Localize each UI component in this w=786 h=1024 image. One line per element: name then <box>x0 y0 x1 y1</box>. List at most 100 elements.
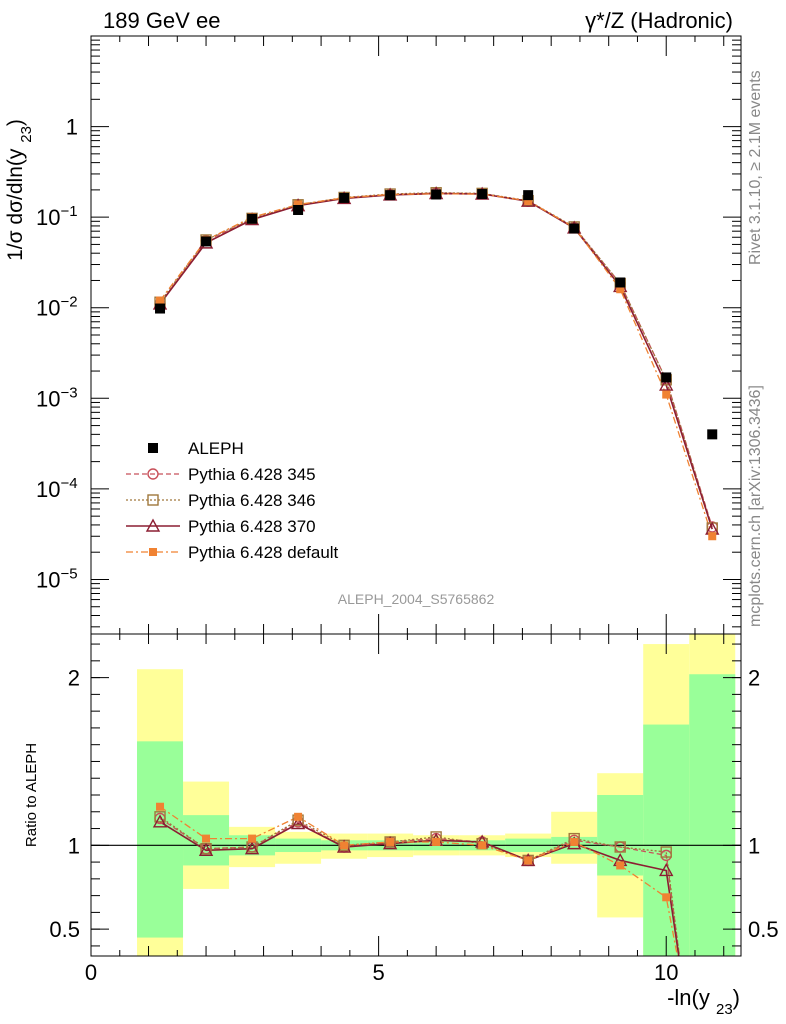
uncertainty-band-inner <box>643 724 690 956</box>
main-ylabel: 1/σ dσ/dln(y 23) <box>4 119 35 261</box>
data-point-ALEPH <box>615 277 626 288</box>
tick-base: 10 <box>36 477 60 502</box>
main-plot-area <box>152 186 720 541</box>
tick-base: 10 <box>36 567 60 592</box>
ratio-point-p370 <box>659 863 674 877</box>
legend-marker-pdefault <box>149 548 157 556</box>
legend-label: Pythia 6.428 370 <box>188 517 316 536</box>
ratio-point-p346 <box>660 846 672 858</box>
data-point-p370 <box>659 377 674 391</box>
ratio-y-tick-label-right: 1 <box>748 833 760 858</box>
main-ylabel-text: 1/σ dσ/dln(y <box>4 148 27 261</box>
ratio-point-pdefault <box>570 837 579 846</box>
process-label: γ*/Z (Hadronic) <box>585 8 733 33</box>
data-point-pdefault <box>708 532 717 541</box>
ratio-y-tick-label: 2 <box>68 666 80 691</box>
ratio-point-pdefault <box>432 837 441 846</box>
mcplots-credit-label: mcplots.cern.ch [arXiv:1306.3436] <box>747 385 764 627</box>
tick-exponent: −2 <box>60 294 77 311</box>
x-tick-label: 5 <box>372 960 384 985</box>
data-point-ALEPH <box>385 190 396 201</box>
label-tail: ) <box>4 119 27 126</box>
ratio-point-p370 <box>290 816 306 830</box>
main-panel: 10−510−410−310−210−11 <box>36 35 742 635</box>
tick-exponent: −4 <box>60 475 77 492</box>
data-point-ALEPH <box>339 192 350 203</box>
legend-marker-ALEPH <box>148 443 158 453</box>
data-point-ALEPH <box>707 429 718 440</box>
ratio-point-pdefault <box>202 834 211 843</box>
data-point-ALEPH <box>293 204 304 215</box>
ratio-point-pdefault <box>156 802 165 811</box>
tick-base: 10 <box>36 296 60 321</box>
legend-label: ALEPH <box>188 439 244 458</box>
legend-label: Pythia 6.428 default <box>188 543 339 562</box>
tick-base: 10 <box>36 205 60 230</box>
data-point-ALEPH <box>201 236 212 247</box>
tick-exponent: −1 <box>60 203 77 220</box>
ratio-point-pdefault <box>616 861 625 870</box>
y-tick-label: 1 <box>66 115 78 140</box>
legend-label: Pythia 6.428 345 <box>188 465 316 484</box>
ratio-y-tick-label: 1 <box>68 833 80 858</box>
tick-exponent: −5 <box>60 565 77 582</box>
y-tick-label: 10−4 <box>36 475 78 502</box>
y-tick-label: 10−5 <box>36 565 78 592</box>
subscript: 23 <box>716 1001 733 1018</box>
data-point-pdefault <box>662 390 671 399</box>
ratio-point-pdefault <box>662 893 671 902</box>
ratio-point-p346 <box>614 841 626 853</box>
ratio-point-pdefault <box>386 837 395 846</box>
data-point-ALEPH <box>431 189 442 200</box>
y-tick-label: 10−1 <box>36 203 78 230</box>
tick-base: 10 <box>36 386 60 411</box>
label-tail: ) <box>733 985 740 1010</box>
xlabel-text: -ln(y <box>667 985 710 1010</box>
series-line-pdefault <box>159 193 713 537</box>
ratio-y-tick-label-right: 0.5 <box>748 917 779 942</box>
ratio-point-p370 <box>152 814 168 828</box>
ratio-point-pdefault <box>524 856 533 865</box>
x-tick-label: 10 <box>654 960 678 985</box>
data-point-ALEPH <box>247 213 258 224</box>
ratio-y-tick-label: 0.5 <box>49 917 80 942</box>
y-tick-label: 10−2 <box>36 294 78 321</box>
data-point-pdefault <box>616 285 625 294</box>
ratio-plot-area <box>91 634 741 956</box>
uncertainty-band-inner <box>137 741 184 938</box>
legend: ALEPH Pythia 6.428 345 Pythia 6.428 346 Pyt… <box>126 439 339 562</box>
data-point-ALEPH <box>569 223 580 234</box>
y-tick-label: 10−3 <box>36 384 78 411</box>
legend-marker-p346 <box>147 494 159 506</box>
ratio-point-pdefault <box>294 812 303 821</box>
ratio-panel: 0.5 0.5 1 1 2 2 0 5 10 <box>49 633 779 985</box>
data-point-ALEPH <box>155 303 166 314</box>
uncertainty-band-inner <box>689 674 736 956</box>
energy-label: 189 GeV ee <box>103 8 220 33</box>
data-point-ALEPH <box>523 190 534 201</box>
ratio-xlabel: -ln(y 23) <box>667 985 740 1018</box>
data-point-pdefault <box>156 296 165 305</box>
analysis-id-label: ALEPH_2004_S5765862 <box>338 591 495 607</box>
ratio-point-p346 <box>154 811 166 823</box>
subscript: 23 <box>18 126 35 143</box>
ratio-point-p370 <box>198 842 214 857</box>
ratio-point-pdefault <box>340 841 349 850</box>
ratio-point-pdefault <box>478 841 487 850</box>
ratio-y-tick-label-right: 2 <box>748 666 760 691</box>
data-point-pdefault <box>294 200 303 209</box>
tick-base: 1 <box>66 115 78 140</box>
tick-exponent: −3 <box>60 384 77 401</box>
legend-label: Pythia 6.428 346 <box>188 491 316 510</box>
data-point-ALEPH <box>477 189 488 200</box>
ratio-line-p346 <box>159 816 681 956</box>
ratio-ylabel: Ratio to ALEPH <box>23 743 40 847</box>
rivet-version-label: Rivet 3.1.10, ≥ 2.1M events <box>747 70 764 265</box>
ratio-point-pdefault <box>248 834 257 843</box>
data-point-ALEPH <box>661 372 672 383</box>
ratio-point-p370 <box>244 841 260 855</box>
data-point-pdefault <box>524 196 533 205</box>
legend-marker-p370 <box>145 518 161 532</box>
legend-marker-p345 <box>147 468 159 480</box>
